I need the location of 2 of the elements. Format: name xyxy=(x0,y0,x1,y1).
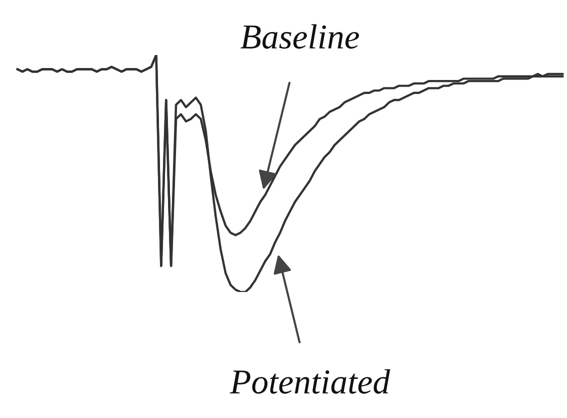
series-label: Baseline xyxy=(240,24,359,49)
text: Potentiated xyxy=(230,369,390,394)
